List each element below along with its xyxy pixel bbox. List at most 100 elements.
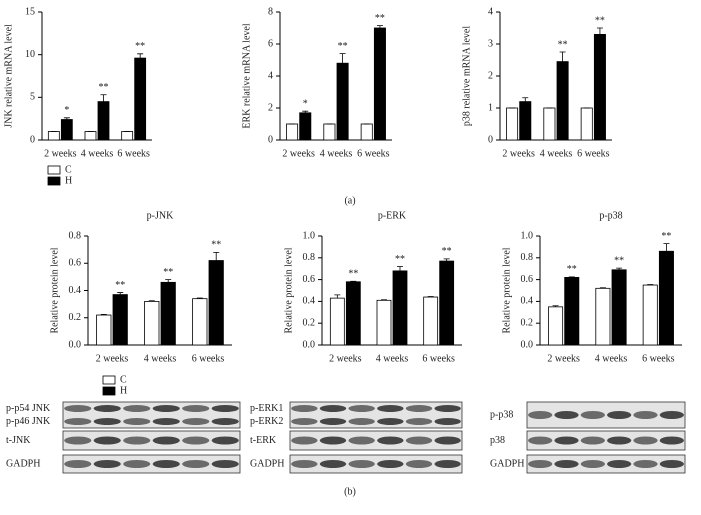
blot-band [152,460,180,468]
y-tick-label: 0.2 [303,317,316,328]
blot-band [319,418,347,425]
significance-label: ** [211,240,221,251]
blot-strip [289,454,463,474]
y-tick-label: 8 [268,6,273,17]
legend-swatch [47,165,61,175]
error-bar [568,276,575,278]
blot-band [64,460,92,468]
blot-band [211,405,239,412]
significance-label: ** [567,264,577,275]
y-axis-label: Relative protein level [283,247,294,333]
y-tick-label: 0.2 [521,317,534,328]
blot-band [211,418,239,425]
blot-band [434,405,461,412]
blot-band [528,411,553,419]
chart-title: p-ERK [378,210,407,221]
blot-label: t-JNK [6,435,31,446]
x-tick-label: 2 weeks [282,148,315,159]
blot-band [182,460,210,468]
blot-strip [526,454,686,474]
blot-label: p-ERK1 [250,403,283,414]
bar [611,269,627,346]
significance-label: * [303,98,308,109]
blot-band [211,460,239,468]
blot-band [434,460,461,468]
blot-band [319,405,347,412]
blot-band [211,436,239,445]
bar [548,306,564,346]
blot-band [64,405,92,412]
blot-band [554,411,579,419]
bar [595,287,611,346]
blot-band [93,405,121,412]
x-tick-label: 4 weeks [595,353,628,364]
blot-band [93,418,121,425]
blot-band [633,411,658,419]
legend-label: H [120,385,127,396]
significance-label: ** [115,280,125,291]
error-bar [100,94,107,102]
blot-band [348,436,375,445]
bar [593,34,606,141]
blot-strip [289,401,463,429]
significance-label: ** [375,13,385,24]
blot-band [182,436,210,445]
y-axis-label: Relative protein level [501,247,512,333]
blot-band [93,460,121,468]
error-bar [427,296,434,298]
blot-band [123,436,151,445]
error-bar [334,294,341,299]
blot-band [528,436,553,445]
significance-label: ** [348,269,358,280]
error-bar [165,279,172,283]
y-tick-label: 2 [488,70,493,81]
significance-label: ** [135,41,145,52]
y-tick-label: 0.8 [521,252,534,263]
y-tick-label: 1.0 [303,230,316,241]
y-tick-label: 0.0 [521,339,534,350]
error-bar [596,27,603,35]
error-bar [148,300,155,302]
error-bar [443,258,450,262]
x-tick-label: 6 weeks [357,148,390,159]
blot-band [123,460,151,468]
y-axis-label: p38 relative mRNA level [461,26,472,126]
panel-label: (a) [344,195,355,206]
x-tick-label: 4 weeks [320,148,353,159]
blot-band [152,405,180,412]
blot-band [182,418,210,425]
panel-label: (b) [344,486,356,497]
error-bar [350,280,357,282]
blot-band [607,460,632,468]
error-bar [381,299,387,301]
bar [192,298,208,346]
y-tick-label: 15 [25,6,35,17]
legend-label: H [65,175,72,186]
y-axis-label: ERK relative mRNA level [241,23,252,128]
error-bar [302,110,309,113]
bar [97,101,110,141]
y-tick-label: 4 [488,6,493,17]
bar [543,107,556,141]
blot-band [405,405,433,412]
y-tick-label: 1.0 [521,230,534,241]
chart-title: p-JNK [147,210,174,221]
error-bar [63,117,70,120]
chart-title: p-p38 [599,210,622,221]
y-tick-label: 0.6 [69,258,82,269]
error-bar [397,266,403,271]
bar [160,281,176,346]
blot-band [377,405,404,412]
bar [96,314,112,346]
significance-label: ** [442,246,452,257]
blot-band [633,436,658,445]
bar [642,284,658,346]
y-tick-label: 0.6 [303,274,316,285]
error-bar [339,53,346,64]
blot-label: p-p46 JNK [6,416,51,427]
significance-label: ** [99,82,109,93]
bar [376,299,392,346]
error-bar [552,305,559,307]
x-tick-label: 6 weeks [642,353,675,364]
blot-band [152,418,180,425]
